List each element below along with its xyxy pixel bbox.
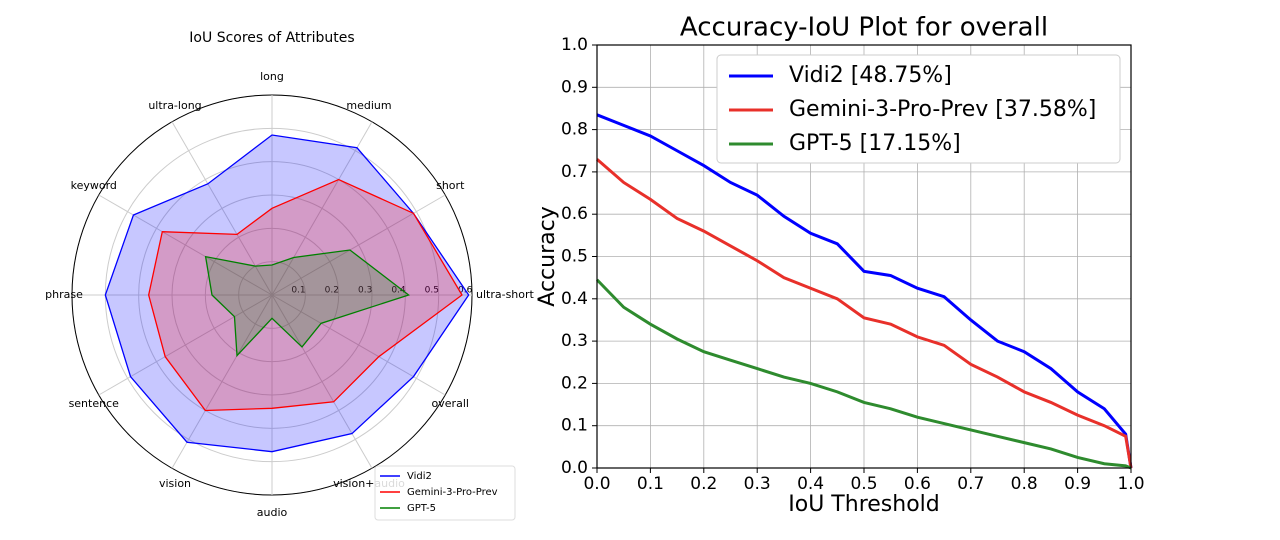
- line-series: [596, 113, 1133, 469]
- category-label: keyword: [71, 179, 117, 192]
- y-tick-label: 0.1: [561, 416, 588, 436]
- spoke: [171, 294, 273, 469]
- legend-label: GPT-5 [17.15%]: [789, 131, 961, 156]
- x-tick-label: 0.1: [637, 474, 664, 494]
- line-series: [595, 278, 1132, 470]
- y-tick-label: 0.0: [561, 458, 588, 478]
- category-label: overall: [432, 397, 469, 410]
- radar-area: [147, 178, 463, 412]
- category-label: sentence: [69, 397, 120, 410]
- y-tick-label: 0.5: [561, 247, 588, 267]
- category-label: phrase: [45, 288, 83, 301]
- legend-label: Vidi2 [48.75%]: [789, 63, 952, 88]
- r-tick-label: 0.4: [391, 286, 406, 296]
- y-tick-label: 0.9: [561, 77, 588, 97]
- x-tick-label: 0.9: [1064, 474, 1091, 494]
- category-label: medium: [346, 99, 391, 112]
- x-tick-label: 1.0: [1117, 474, 1144, 494]
- category-label: audio: [257, 506, 288, 519]
- spoke: [271, 121, 373, 296]
- r-tick-label: 0.2: [325, 286, 339, 296]
- category-label: long: [260, 70, 284, 83]
- spoke: [98, 294, 273, 396]
- category-label: short: [436, 179, 465, 192]
- category-label: ultra-long: [148, 99, 201, 112]
- legend-label: GPT-5: [407, 503, 436, 514]
- x-tick-label: 0.4: [797, 474, 824, 494]
- r-tick-label: 0.3: [358, 286, 372, 296]
- category-label: vision: [159, 477, 191, 490]
- plot-frame: [596, 44, 1132, 469]
- legend-label: Gemini-3-Pro-Prev [37.58%]: [789, 97, 1096, 122]
- chart-title: IoU Scores of Attributes: [189, 30, 354, 46]
- radar-area: [204, 249, 411, 358]
- y-axis-label: Accuracy: [535, 206, 560, 306]
- x-tick-label: 0.8: [1011, 474, 1038, 494]
- y-tick-label: 1.0: [561, 35, 588, 55]
- legend-label: Vidi2: [407, 471, 432, 482]
- radar-area: [104, 134, 470, 453]
- x-tick-label: 0.3: [744, 474, 771, 494]
- spoke: [98, 194, 273, 296]
- legend-box: [716, 54, 1121, 164]
- spoke: [271, 194, 446, 296]
- chart-title: Accuracy-IoU Plot for overall: [680, 13, 1048, 43]
- category-label: ultra-short: [476, 288, 535, 301]
- line-series: [596, 158, 1133, 469]
- y-tick-label: 0.4: [561, 289, 588, 309]
- x-tick-label: 0.2: [690, 474, 717, 494]
- x-tick-label: 0.0: [583, 474, 610, 494]
- y-tick-label: 0.7: [561, 162, 588, 182]
- r-tick-label: 0.1: [291, 286, 305, 296]
- spoke: [271, 294, 446, 396]
- x-tick-label: 0.5: [850, 474, 877, 494]
- y-tick-label: 0.8: [561, 120, 588, 140]
- x-tick-label: 0.7: [957, 474, 984, 494]
- x-axis-label: IoU Threshold: [788, 492, 939, 517]
- r-tick-label: 0.5: [425, 286, 439, 296]
- y-tick-label: 0.3: [561, 331, 588, 351]
- y-tick-label: 0.2: [561, 373, 588, 393]
- legend-label: Gemini-3-Pro-Prev: [407, 487, 498, 498]
- y-tick-label: 0.6: [561, 204, 588, 224]
- spoke: [271, 294, 373, 469]
- x-tick-label: 0.6: [904, 474, 931, 494]
- legend-box: [374, 465, 516, 521]
